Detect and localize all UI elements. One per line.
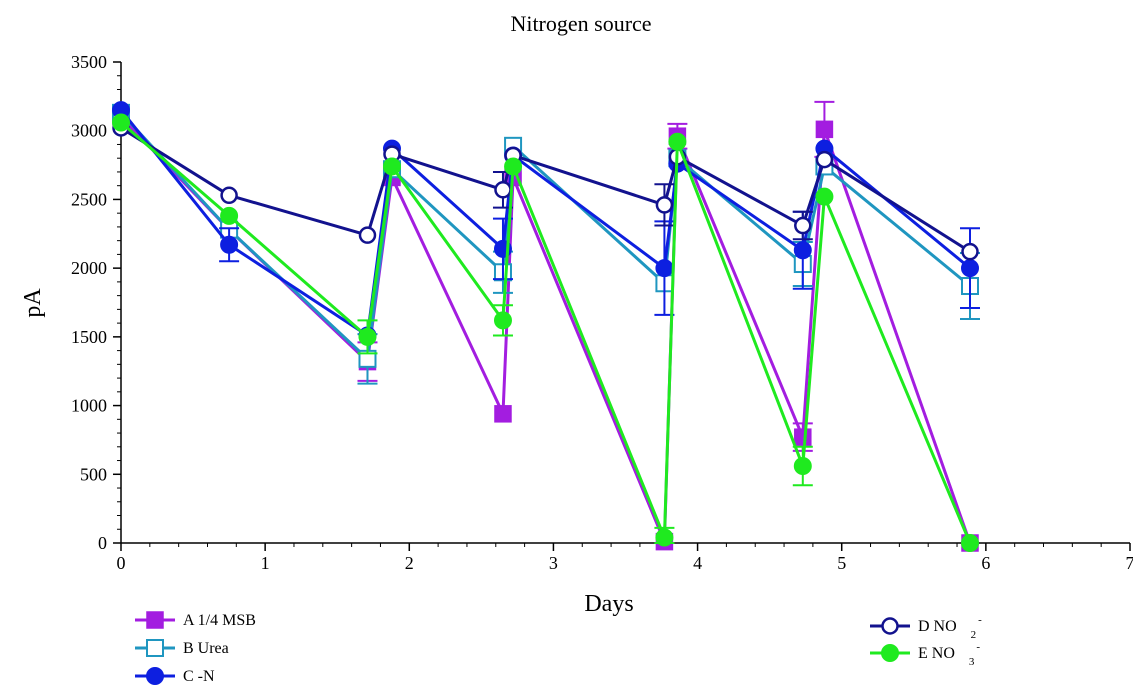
legend: A 1/4 MSB B Urea C -N D NO 2-E NO 3- xyxy=(135,611,982,685)
legend-label: C -N xyxy=(183,668,215,685)
x-axis-title: Days xyxy=(584,591,633,617)
legend-marker xyxy=(146,639,164,657)
x-tick-label: 0 xyxy=(117,553,126,573)
data-point xyxy=(794,428,812,446)
data-point xyxy=(220,186,238,205)
y-axis-title: pA xyxy=(20,288,46,318)
data-point xyxy=(815,150,834,169)
data-point xyxy=(504,157,523,176)
data-point xyxy=(220,206,239,225)
data-point xyxy=(112,113,130,132)
legend-item-1: A 1/4 MSB xyxy=(135,611,256,629)
data-point xyxy=(815,187,834,206)
x-tick-label: 3 xyxy=(549,553,558,573)
data-point xyxy=(358,226,377,244)
legend-item-2: B Urea xyxy=(135,639,229,657)
legend-label: A 1/4 MSB xyxy=(183,612,256,629)
legend-item-3: C -N xyxy=(135,667,215,685)
data-point xyxy=(655,259,674,278)
legend-marker xyxy=(881,617,899,635)
legend-marker xyxy=(881,644,899,662)
data-point xyxy=(961,259,980,278)
x-tick-label: 5 xyxy=(837,553,846,573)
y-tick-label: 3500 xyxy=(71,52,107,72)
data-point xyxy=(668,132,687,151)
data-point xyxy=(494,181,512,199)
data-point xyxy=(961,534,980,552)
data-point xyxy=(793,457,812,476)
data-point xyxy=(358,327,377,346)
series-4 xyxy=(112,119,979,261)
data-point xyxy=(220,235,239,254)
y-tick-label: 3000 xyxy=(71,121,107,141)
y-tick-label: 500 xyxy=(80,464,107,484)
x-tick-label: 6 xyxy=(981,553,990,573)
y-tick-label: 2500 xyxy=(71,189,107,209)
legend-item-5: E NO 3- xyxy=(870,641,980,668)
legend-label: E NO 3- xyxy=(918,641,980,668)
y-tick-label: 1000 xyxy=(71,396,107,416)
x-tick-label: 7 xyxy=(1126,553,1133,573)
legend-marker xyxy=(146,667,164,685)
data-point xyxy=(794,216,812,235)
x-tick-label: 2 xyxy=(405,553,414,573)
data-point xyxy=(382,157,401,176)
legend-item-4: D NO 2- xyxy=(870,614,982,641)
series-2 xyxy=(112,103,981,385)
series-3 xyxy=(112,101,981,345)
series-5 xyxy=(112,113,980,552)
series-line xyxy=(119,111,971,361)
y-tick-label: 2000 xyxy=(71,258,107,278)
data-point xyxy=(793,241,812,260)
chart-title: Nitrogen source xyxy=(510,11,651,36)
y-tick-label: 0 xyxy=(98,533,107,553)
series-line xyxy=(119,109,971,337)
data-point xyxy=(493,311,512,330)
data-point xyxy=(655,528,674,547)
plot-area: 0 1 2 3 4 5 6 7 0 500 1000 1500 2000 2500 3000 3500 xyxy=(71,52,1133,573)
data-point xyxy=(961,242,979,261)
legend-marker xyxy=(146,611,164,629)
data-point xyxy=(655,196,674,214)
data-point xyxy=(494,405,512,423)
legend-label: D NO 2- xyxy=(918,614,982,641)
y-tick-label: 1500 xyxy=(71,327,107,347)
x-tick-label: 4 xyxy=(693,553,702,573)
data-point xyxy=(815,120,834,139)
legend-label: B Urea xyxy=(183,640,229,657)
x-tick-label: 1 xyxy=(261,553,270,573)
